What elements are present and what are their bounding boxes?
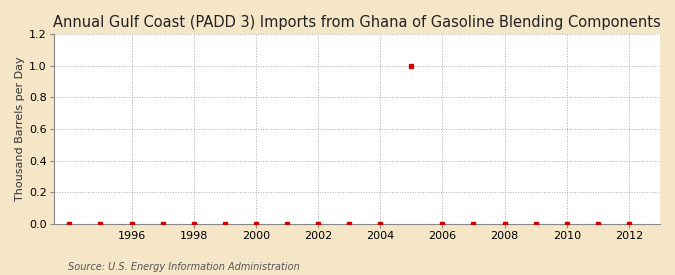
Title: Annual Gulf Coast (PADD 3) Imports from Ghana of Gasoline Blending Components: Annual Gulf Coast (PADD 3) Imports from … (53, 15, 661, 30)
Y-axis label: Thousand Barrels per Day: Thousand Barrels per Day (15, 57, 25, 201)
Text: Source: U.S. Energy Information Administration: Source: U.S. Energy Information Administ… (68, 262, 299, 272)
